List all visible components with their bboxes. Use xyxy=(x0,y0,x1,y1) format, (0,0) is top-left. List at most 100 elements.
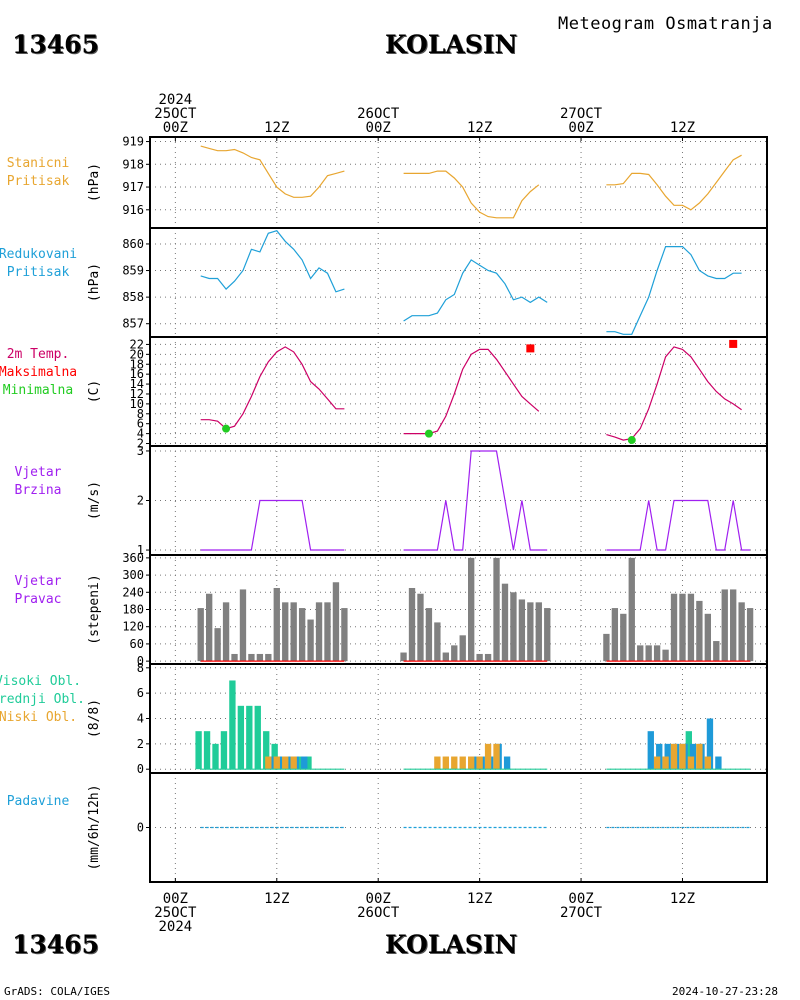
wind-direction-bar xyxy=(442,652,449,662)
reduced-pressure-tick-label: 858 xyxy=(122,290,144,304)
clouds-bar xyxy=(656,743,663,770)
clouds-bar xyxy=(203,731,211,770)
wind-direction-bar xyxy=(730,589,737,662)
reduced-pressure-series-line xyxy=(200,230,345,293)
wind-direction-bar xyxy=(341,608,348,662)
wind-direction-bar xyxy=(222,602,230,662)
temperature-frame xyxy=(149,336,768,447)
reduced-pressure-label: Redukovani xyxy=(0,247,77,262)
station-id-bottom: 13465 xyxy=(12,930,99,959)
precipitation-frame xyxy=(149,772,768,883)
reduced-pressure-series-line xyxy=(606,246,742,335)
clouds-bar xyxy=(685,731,692,770)
wind-direction-bar xyxy=(662,649,669,662)
top-time-label: 00Z xyxy=(366,120,391,136)
clouds-bar xyxy=(704,756,712,770)
wind-direction-bar xyxy=(484,653,492,662)
temperature-tick-label: 8 xyxy=(137,407,144,421)
station-pressure-label: Stanicni xyxy=(7,156,70,171)
wind-speed-tick-label: 3 xyxy=(137,444,144,458)
wind-direction-bar xyxy=(425,608,433,662)
clouds-bar xyxy=(220,731,228,770)
clouds-bar xyxy=(459,756,466,770)
meteogram-subtitle: Meteogram Osmatranja xyxy=(558,14,773,34)
wind-direction-label: Vjetar xyxy=(15,574,62,589)
wind-direction-bar xyxy=(544,608,551,662)
precipitation-unit: (mm/6h/12h) xyxy=(87,784,102,870)
wind-direction-bar xyxy=(501,583,509,662)
temperature-label: Maksimalna xyxy=(0,365,77,380)
clouds-bar xyxy=(653,756,661,770)
station-id-top: 13465 xyxy=(12,30,99,59)
clouds-label: Srednji Obl. xyxy=(0,692,85,707)
bottom-time-label: 25OCT xyxy=(154,905,197,921)
clouds-tick-label: 4 xyxy=(137,712,144,726)
wind-direction-bar xyxy=(273,587,280,662)
temperature-point xyxy=(627,436,636,445)
station-pressure-unit: (hPa) xyxy=(87,163,102,202)
station-pressure-series-line xyxy=(606,154,742,211)
wind-direction-label: Pravac xyxy=(15,592,62,607)
wind-direction-bar xyxy=(282,602,289,662)
temperature-tick-label: 4 xyxy=(137,427,144,441)
top-time-label: 12Z xyxy=(670,120,695,136)
wind-direction-unit: (stepeni) xyxy=(87,574,102,644)
clouds-bar xyxy=(442,756,449,770)
wind-direction-bar xyxy=(332,582,340,662)
wind-direction-bar xyxy=(535,602,542,662)
temperature-series-line xyxy=(606,346,742,441)
wind-direction-bar xyxy=(298,608,306,662)
clouds-bar xyxy=(715,756,722,770)
temperature-tick-label: 16 xyxy=(130,367,144,381)
precipitation-tick-label: 0 xyxy=(137,821,144,835)
bottom-time-label: 2024 xyxy=(158,919,192,935)
wind-direction-bar xyxy=(628,557,635,662)
bottom-time-label: 00Z xyxy=(568,891,593,907)
bottom-time-label: 27OCT xyxy=(560,905,603,921)
station-pressure-tick-label: 918 xyxy=(122,157,144,171)
wind-direction-tick-label: 180 xyxy=(122,603,144,617)
wind-direction-bar xyxy=(679,593,686,662)
top-time-label: 00Z xyxy=(163,120,188,136)
wind-speed-label: Vjetar xyxy=(15,465,62,480)
clouds-bar xyxy=(273,756,280,770)
wind-direction-bar xyxy=(197,608,204,662)
clouds-bar xyxy=(493,743,500,770)
wind-direction-bar xyxy=(400,652,407,662)
bottom-time-label: 12Z xyxy=(467,891,492,907)
wind-direction-bar xyxy=(603,633,610,662)
wind-direction-tick-label: 60 xyxy=(130,637,144,651)
wind-direction-bar xyxy=(645,645,652,662)
wind-speed-series-line xyxy=(200,499,345,551)
wind-direction-bar xyxy=(408,587,416,662)
wind-direction-tick-label: 240 xyxy=(122,585,144,599)
clouds-bar xyxy=(263,731,270,770)
station-pressure-series-line xyxy=(200,145,345,198)
wind-speed-tick-label: 2 xyxy=(137,494,144,508)
wind-direction-bar xyxy=(324,602,331,662)
station-pressure-tick-label: 919 xyxy=(122,135,144,149)
wind-direction-tick-label: 360 xyxy=(122,551,144,565)
temperature-series-line xyxy=(403,348,540,435)
temperature-point xyxy=(222,424,231,433)
top-time-label: 27OCT xyxy=(560,106,603,122)
bottom-time-label: 26OCT xyxy=(357,905,400,921)
wind-direction-bar xyxy=(527,602,534,662)
temperature-point xyxy=(526,344,535,353)
clouds-bar xyxy=(476,756,483,770)
wind-speed-label: Brzina xyxy=(15,483,62,498)
wind-direction-bar xyxy=(417,593,424,662)
clouds-tick-label: 0 xyxy=(137,762,144,776)
wind-direction-bar xyxy=(290,602,297,662)
top-time-label: 25OCT xyxy=(154,106,197,122)
clouds-tick-label: 6 xyxy=(137,686,144,700)
wind-speed-series-line xyxy=(606,499,751,551)
clouds-bar xyxy=(484,743,492,770)
station-name-bottom: KOLASIN xyxy=(385,930,518,959)
clouds-bar xyxy=(687,756,695,770)
wind-direction-bar xyxy=(670,593,678,662)
wind-direction-tick-label: 0 xyxy=(137,654,144,668)
wind-direction-tick-label: 300 xyxy=(122,568,144,582)
wind-direction-bar xyxy=(434,622,441,662)
wind-direction-bar xyxy=(620,613,627,662)
